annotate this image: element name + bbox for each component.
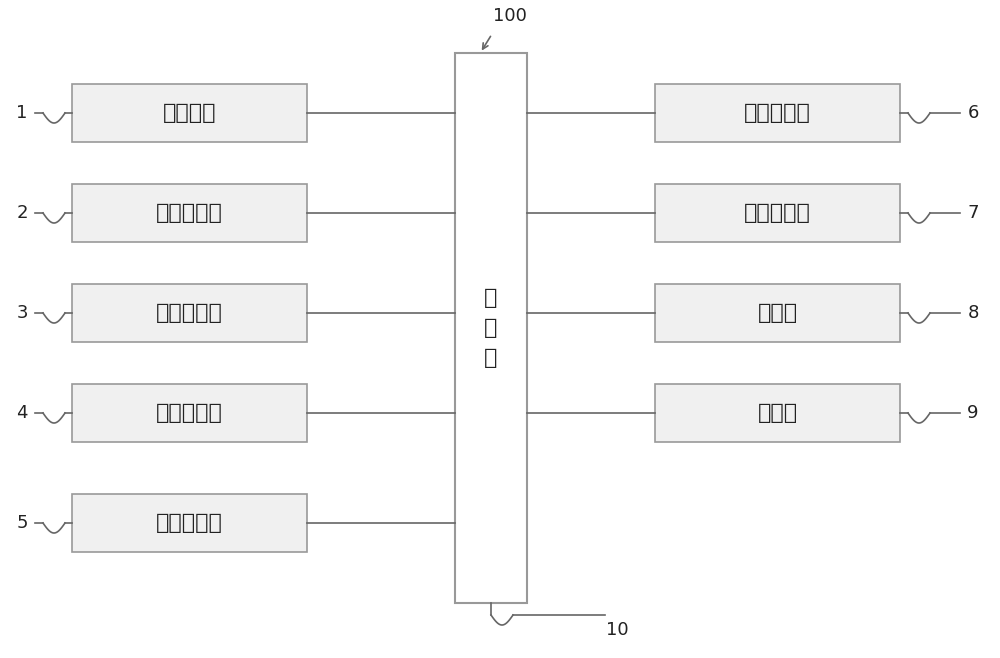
Text: 显示部: 显示部: [757, 303, 798, 323]
Text: 图像拟合部: 图像拟合部: [156, 403, 223, 423]
Text: 5: 5: [16, 514, 28, 532]
Text: 控
制
部: 控 制 部: [484, 288, 498, 368]
Text: 圆心集合部: 圆心集合部: [156, 513, 223, 533]
Text: 100: 100: [493, 7, 527, 25]
Text: 10: 10: [606, 621, 628, 639]
Text: 存储部: 存储部: [757, 403, 798, 423]
Bar: [72, 384, 307, 442]
Text: 8: 8: [967, 304, 979, 322]
Bar: [655, 284, 900, 342]
Text: 标定部件: 标定部件: [163, 103, 216, 123]
Bar: [72, 284, 307, 342]
Text: 2: 2: [16, 204, 28, 222]
Text: 4: 4: [16, 404, 28, 422]
Bar: [655, 84, 900, 142]
Text: 7: 7: [967, 204, 979, 222]
Text: 数据计算部: 数据计算部: [744, 203, 811, 223]
Bar: [655, 184, 900, 242]
Text: 数据测量部: 数据测量部: [156, 203, 223, 223]
Text: 1: 1: [16, 104, 28, 122]
Text: 9: 9: [967, 404, 979, 422]
Bar: [72, 84, 307, 142]
Bar: [72, 184, 307, 242]
Bar: [455, 53, 527, 603]
Bar: [72, 494, 307, 552]
Text: 圆心拟合部: 圆心拟合部: [744, 103, 811, 123]
Text: 3: 3: [16, 304, 28, 322]
Text: 数据拟合部: 数据拟合部: [156, 303, 223, 323]
Bar: [655, 384, 900, 442]
Text: 6: 6: [967, 104, 979, 122]
